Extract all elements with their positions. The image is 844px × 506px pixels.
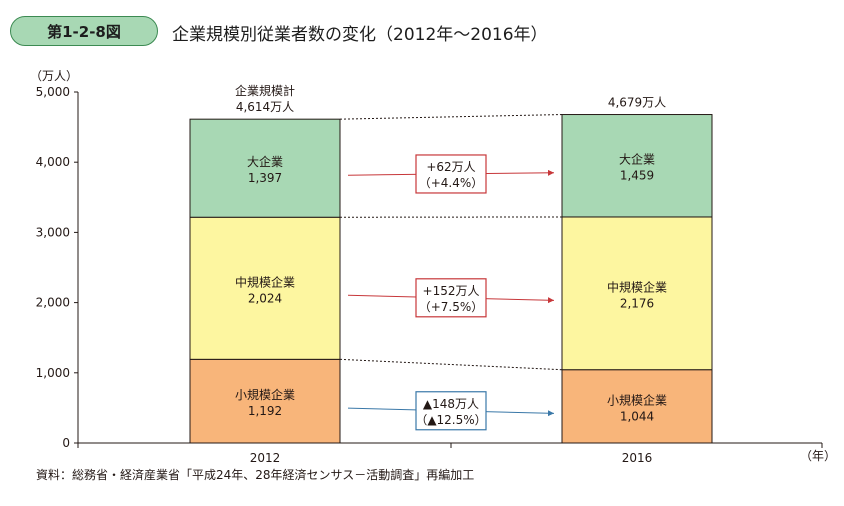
change-amount-label: ▲148万人: [423, 397, 479, 411]
x-axis-unit-label: （年）: [800, 449, 836, 463]
bar-segment-small: [561, 369, 713, 444]
change-amount-label: +152万人: [423, 284, 480, 298]
x-category-label: 2016: [622, 451, 653, 465]
segment-value-label: 2,024: [248, 291, 282, 305]
segment-value-label: 1,044: [620, 409, 654, 423]
y-tick-label: 1,000: [36, 366, 70, 380]
y-tick-label: 0: [62, 436, 70, 450]
y-tick-label: 5,000: [36, 85, 70, 99]
dashed-connector-small: [339, 358, 563, 371]
change-box-large: [415, 154, 487, 194]
bar-segment-small: [189, 358, 341, 444]
segment-name-label: 中規模企業: [235, 274, 295, 289]
change-percent-label: （+7.5%）: [419, 300, 484, 314]
segment-value-label: 2,176: [620, 296, 654, 310]
source-note: 資料：総務省・経済産業省「平成24年、28年経済センサス－活動調査」再編加工: [36, 468, 475, 482]
segment-value-label: 1,192: [248, 404, 282, 418]
segment-name-label: 大企業: [619, 152, 655, 167]
total-value-label: 4,614万人: [236, 100, 294, 114]
change-box-small: [415, 391, 487, 431]
segment-name-label: 小規模企業: [235, 387, 295, 402]
change-percent-label: （+4.4%）: [419, 176, 484, 190]
bar-segment-large: [561, 114, 713, 218]
y-tick-label: 4,000: [36, 155, 70, 169]
bar-segment-large: [189, 118, 341, 218]
change-percent-label: （▲12.5%）: [415, 413, 486, 427]
segment-name-label: 中規模企業: [607, 279, 667, 294]
segment-value-label: 1,459: [620, 169, 654, 183]
x-category-label: 2012: [250, 451, 281, 465]
dashed-connector-large: [339, 114, 563, 120]
change-box-medium: [415, 278, 487, 318]
figure-title: 企業規模別従業者数の変化（2012年〜2016年）: [172, 25, 548, 45]
y-axis-unit-label: （万人）: [30, 69, 78, 83]
y-tick-label: 3,000: [36, 225, 70, 239]
segment-value-label: 1,397: [248, 171, 282, 185]
segment-name-label: 小規模企業: [607, 392, 667, 407]
total-value-label: 4,679万人: [608, 96, 666, 110]
total-title-label: 企業規模計: [235, 83, 295, 98]
change-amount-label: +62万人: [426, 160, 475, 174]
segment-name-label: 大企業: [247, 154, 283, 169]
bar-segment-medium: [189, 216, 341, 360]
figure-number-badge: 第1-2-8図: [10, 16, 158, 46]
y-tick-label: 2,000: [36, 296, 70, 310]
bar-segment-medium: [561, 216, 713, 371]
